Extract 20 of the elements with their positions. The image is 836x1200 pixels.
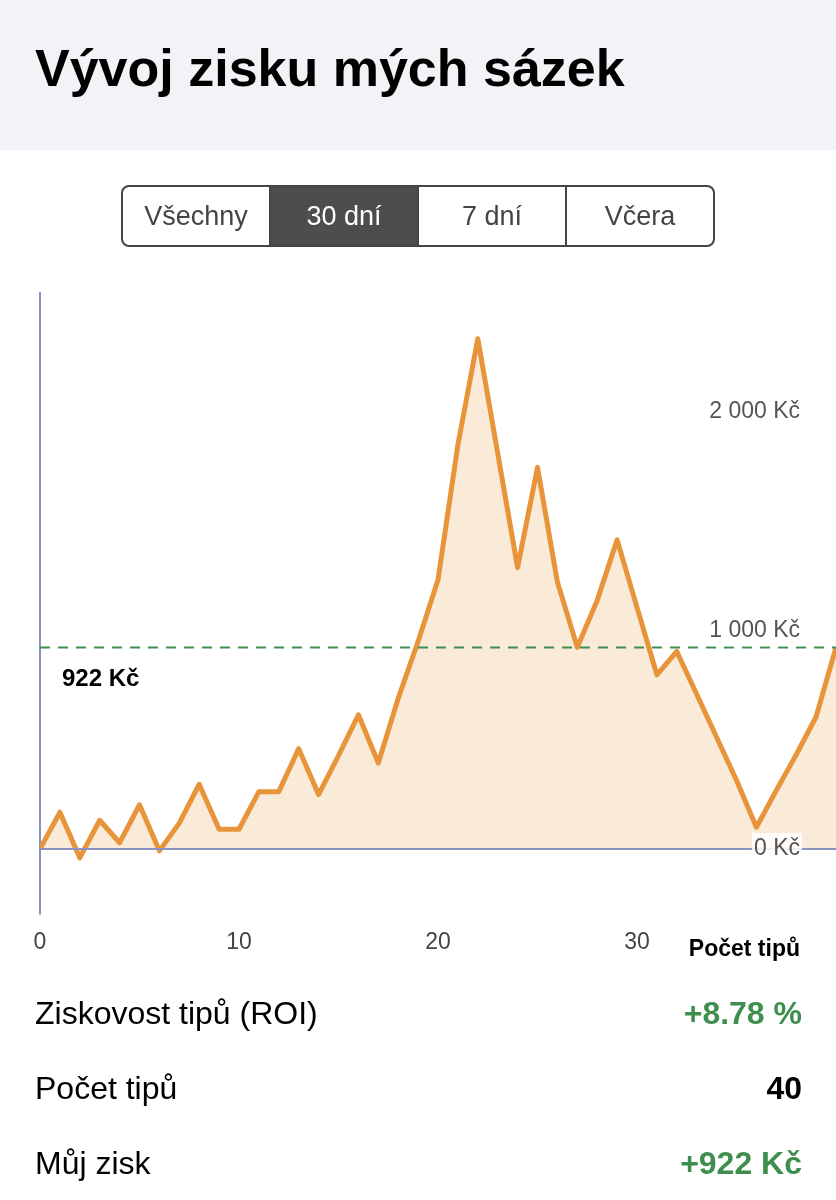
y-tick-label: 0 Kč [753, 834, 800, 861]
text: +922 Kč [680, 1145, 802, 1182]
text: +8.78 % [683, 995, 802, 1032]
x-tick-label: 30 [624, 927, 650, 954]
chart-title: Vývoj zisku mých sázek [35, 38, 625, 98]
x-axis-title: Počet tipů [688, 935, 800, 962]
text: Ziskovost tipů (ROI) [35, 995, 318, 1032]
y-tick-label: 2 000 Kč [709, 397, 800, 424]
text: 7 dní [417, 187, 565, 245]
text: 40 [766, 1070, 802, 1107]
x-tick-label: 20 [425, 927, 451, 954]
x-tick-label: 10 [226, 927, 252, 954]
text: Všechny [143, 199, 249, 233]
x-tick-label: 0 [33, 927, 47, 954]
ref-line-label: 922 Kč [62, 664, 140, 692]
text: 30 dní [269, 187, 417, 245]
text: Můj zisk [35, 1145, 151, 1182]
text: Včera [565, 187, 713, 245]
y-tick-label: 1 000 Kč [709, 615, 800, 642]
text: Počet tipů [35, 1070, 178, 1107]
